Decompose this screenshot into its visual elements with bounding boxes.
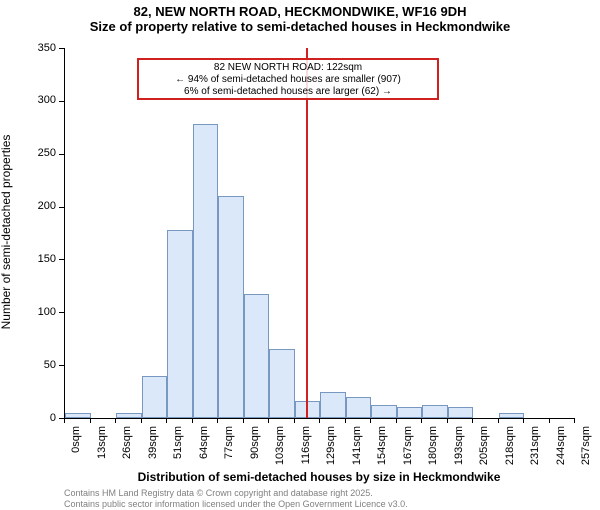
y-tick-mark (59, 207, 64, 208)
x-axis-label: Distribution of semi-detached houses by … (64, 470, 574, 484)
y-tick-mark (59, 154, 64, 155)
y-tick-label: 350 (24, 42, 56, 54)
annotation-line: 82 NEW NORTH ROAD: 122sqm (143, 62, 433, 74)
x-tick-mark (396, 418, 397, 423)
y-tick-mark (59, 259, 64, 260)
histogram-bar (320, 392, 346, 418)
x-tick-label: 154sqm (376, 426, 388, 476)
histogram-bar (116, 413, 142, 418)
x-tick-mark (370, 418, 371, 423)
x-tick-mark (217, 418, 218, 423)
reference-line (306, 48, 308, 418)
x-tick-label: 257sqm (580, 426, 592, 476)
y-tick-mark (59, 365, 64, 366)
y-tick-label: 0 (24, 412, 56, 424)
x-tick-label: 0sqm (70, 426, 82, 476)
footer-attribution: Contains HM Land Registry data © Crown c… (64, 488, 408, 510)
x-tick-mark (574, 418, 575, 423)
x-tick-label: 103sqm (274, 426, 286, 476)
x-tick-mark (498, 418, 499, 423)
x-tick-label: 167sqm (402, 426, 414, 476)
title-line-1: 82, NEW NORTH ROAD, HECKMONDWIKE, WF16 9… (0, 0, 600, 19)
histogram-bar (167, 230, 193, 418)
histogram-bar (448, 407, 474, 418)
x-tick-mark (141, 418, 142, 423)
x-tick-label: 129sqm (325, 426, 337, 476)
annotation-line: 6% of semi-detached houses are larger (6… (143, 86, 433, 98)
y-tick-label: 50 (24, 359, 56, 371)
y-tick-label: 250 (24, 147, 56, 159)
x-tick-mark (64, 418, 65, 423)
x-tick-mark (268, 418, 269, 423)
x-tick-label: 51sqm (172, 426, 184, 476)
y-axis-label: Number of semi-detached properties (0, 112, 13, 352)
x-tick-mark (166, 418, 167, 423)
x-tick-mark (90, 418, 91, 423)
y-tick-label: 200 (24, 200, 56, 212)
x-tick-mark (115, 418, 116, 423)
annotation-box: 82 NEW NORTH ROAD: 122sqm← 94% of semi-d… (137, 58, 439, 100)
x-tick-mark (294, 418, 295, 423)
x-tick-mark (192, 418, 193, 423)
x-tick-label: 205sqm (478, 426, 490, 476)
x-tick-label: 39sqm (147, 426, 159, 476)
histogram-bar (397, 407, 423, 418)
plot-area: 82 NEW NORTH ROAD: 122sqm← 94% of semi-d… (64, 48, 575, 419)
footer-line-1: Contains HM Land Registry data © Crown c… (64, 488, 408, 499)
histogram-bar (142, 376, 168, 418)
histogram-bar (371, 405, 397, 418)
y-tick-mark (59, 101, 64, 102)
x-tick-label: 231sqm (529, 426, 541, 476)
x-tick-mark (447, 418, 448, 423)
x-tick-label: 141sqm (351, 426, 363, 476)
x-tick-label: 26sqm (121, 426, 133, 476)
x-tick-mark (243, 418, 244, 423)
x-tick-label: 180sqm (427, 426, 439, 476)
x-tick-label: 77sqm (223, 426, 235, 476)
x-tick-label: 13sqm (96, 426, 108, 476)
histogram-bar (346, 397, 372, 418)
x-tick-mark (472, 418, 473, 423)
x-tick-label: 116sqm (300, 426, 312, 476)
histogram-bar (193, 124, 219, 418)
x-tick-label: 90sqm (249, 426, 261, 476)
y-tick-label: 100 (24, 306, 56, 318)
x-tick-mark (549, 418, 550, 423)
title-line-2: Size of property relative to semi-detach… (0, 19, 600, 34)
x-tick-mark (523, 418, 524, 423)
chart-container: 82, NEW NORTH ROAD, HECKMONDWIKE, WF16 9… (0, 0, 600, 500)
y-tick-mark (59, 48, 64, 49)
histogram-bar (218, 196, 244, 418)
histogram-bar (244, 294, 270, 418)
histogram-bar (422, 405, 448, 418)
x-tick-mark (421, 418, 422, 423)
y-tick-label: 150 (24, 253, 56, 265)
x-tick-mark (319, 418, 320, 423)
annotation-line: ← 94% of semi-detached houses are smalle… (143, 74, 433, 86)
x-tick-label: 218sqm (504, 426, 516, 476)
y-tick-mark (59, 312, 64, 313)
x-tick-label: 193sqm (453, 426, 465, 476)
x-tick-label: 244sqm (555, 426, 567, 476)
histogram-bar (269, 349, 295, 418)
y-tick-label: 300 (24, 94, 56, 106)
x-tick-label: 64sqm (198, 426, 210, 476)
histogram-bar (65, 413, 91, 418)
histogram-bar (499, 413, 525, 418)
footer-line-2: Contains public sector information licen… (64, 499, 408, 510)
x-tick-mark (345, 418, 346, 423)
